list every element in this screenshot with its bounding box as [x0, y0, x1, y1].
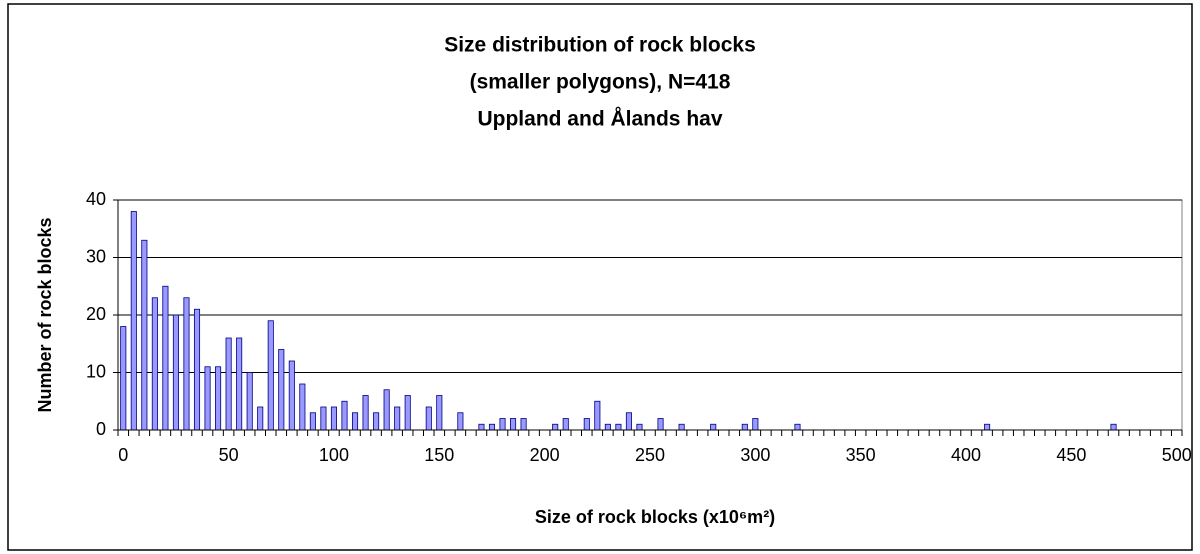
- chart-title: Uppland and Ålands hav: [477, 107, 722, 131]
- x-axis-label: Size of rock blocks (x10⁶m²): [535, 507, 775, 527]
- y-tick-label: 40: [86, 189, 106, 209]
- bar: [183, 297, 190, 431]
- bar: [594, 400, 601, 431]
- bar: [141, 239, 148, 431]
- bar: [288, 360, 295, 431]
- bar: [499, 418, 506, 431]
- bar: [425, 406, 432, 431]
- bar: [267, 320, 274, 431]
- y-tick-label: 10: [86, 361, 106, 381]
- bar: [351, 412, 359, 431]
- bar: [383, 389, 390, 431]
- x-tick-label: 250: [635, 445, 665, 465]
- bar: [257, 406, 264, 431]
- bar: [394, 406, 401, 431]
- y-tick-label: 0: [96, 419, 106, 439]
- bar: [657, 418, 664, 431]
- bar: [604, 423, 611, 431]
- bar: [625, 412, 632, 431]
- bar: [330, 406, 337, 431]
- bar: [984, 423, 991, 431]
- bar: [320, 406, 327, 431]
- bar: [583, 418, 590, 431]
- bar: [636, 423, 643, 431]
- bar: [225, 337, 232, 431]
- x-tick-label: 350: [846, 445, 876, 465]
- x-tick-label: 100: [319, 445, 349, 465]
- chart-title: Size distribution of rock blocks: [444, 34, 756, 57]
- bar: [193, 308, 201, 431]
- bar: [562, 418, 569, 431]
- bar: [436, 395, 443, 431]
- y-tick-label: 20: [86, 304, 106, 324]
- bar: [246, 372, 253, 431]
- bar: [299, 383, 306, 431]
- x-tick-label: 450: [1056, 445, 1086, 465]
- bar: [752, 418, 759, 431]
- bar: [130, 211, 137, 431]
- bar: [615, 423, 622, 431]
- x-tick-label: 300: [740, 445, 770, 465]
- bar: [1110, 423, 1117, 431]
- bar: [510, 418, 517, 431]
- bar: [151, 297, 158, 431]
- bar: [362, 395, 369, 431]
- bar: [710, 423, 717, 431]
- bar: [552, 423, 559, 431]
- bar: [172, 314, 179, 431]
- chart-title: (smaller polygons), N=418: [470, 71, 731, 94]
- x-tick-label: 500: [1162, 445, 1192, 465]
- bar: [794, 423, 801, 431]
- bar: [341, 400, 348, 431]
- bar: [520, 418, 527, 431]
- bar: [373, 412, 380, 431]
- bar: [457, 412, 464, 431]
- bar: [162, 285, 169, 431]
- x-tick-label: 200: [530, 445, 560, 465]
- x-tick-label: 400: [951, 445, 981, 465]
- y-axis-label: Number of rock blocks: [35, 217, 55, 412]
- bar: [278, 349, 285, 431]
- bar: [309, 412, 316, 431]
- y-tick-label: 30: [86, 246, 106, 266]
- bar: [741, 423, 748, 431]
- bar: [488, 423, 496, 431]
- bar: [404, 395, 411, 431]
- bar: [215, 366, 222, 431]
- x-tick-label: 0: [118, 445, 128, 465]
- bar: [678, 423, 685, 431]
- bar: [478, 423, 485, 431]
- bar: [236, 337, 243, 431]
- x-tick-label: 150: [424, 445, 454, 465]
- x-tick-label: 50: [219, 445, 239, 465]
- bar: [204, 366, 211, 431]
- bar: [120, 326, 127, 431]
